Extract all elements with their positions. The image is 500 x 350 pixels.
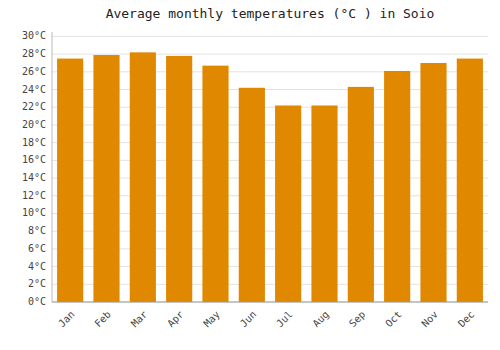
x-tick-label: Mar	[129, 309, 150, 330]
x-tick-label: Aug	[310, 309, 331, 330]
bar	[384, 71, 410, 302]
grid-line	[52, 36, 488, 37]
x-tick-label: Nov	[419, 309, 440, 330]
y-tick-label: 28°C	[22, 48, 46, 59]
y-tick-label: 8°C	[28, 225, 46, 236]
y-tick-label: 26°C	[22, 66, 46, 77]
bar	[202, 66, 228, 302]
page: {"chart_data": {"type": "bar", "title": …	[0, 0, 500, 350]
bar	[275, 105, 301, 302]
title: Average monthly temperatures (°C ) in So…	[106, 6, 435, 21]
grid-line	[52, 302, 488, 303]
y-tick-labels: 0°C 2°C 4°C 6°C 8°C 10°C 12°C 14°C 16°C 18°C 20°C 2…	[22, 30, 46, 307]
y-tick-label: 20°C	[22, 119, 46, 130]
x-tick-label: Apr	[165, 309, 186, 330]
x-axis-line	[52, 302, 488, 303]
bar	[166, 56, 192, 302]
x-tick-label: Sep	[347, 309, 368, 330]
x-tick-label: Jan	[56, 309, 77, 330]
y-tick-label: 14°C	[22, 172, 46, 183]
grid-line	[52, 54, 488, 55]
bar	[457, 59, 483, 302]
x-tick-label: Oct	[383, 309, 404, 330]
x-tick-label: Jun	[238, 309, 259, 330]
chart-container: 0°C 2°C 4°C 6°C 8°C 10°C 12°C 14°C 16°C 18°C 20°C 2…	[0, 0, 500, 350]
y-tick-label: 2°C	[28, 278, 46, 289]
y-tick-label: 12°C	[22, 190, 46, 201]
y-tick-label: 16°C	[22, 154, 46, 165]
bars	[57, 52, 483, 302]
y-tick-label: 10°C	[22, 207, 46, 218]
y-tick-label: 18°C	[22, 137, 46, 148]
y-tick-label: 4°C	[28, 261, 46, 272]
bar	[311, 105, 337, 302]
x-tick-label: May	[201, 309, 222, 330]
y-tick-label: 24°C	[22, 84, 46, 95]
bar	[93, 55, 119, 302]
chart-svg: 0°C 2°C 4°C 6°C 8°C 10°C 12°C 14°C 16°C 18°C 20°C 2…	[0, 0, 500, 350]
y-tick-label: 6°C	[28, 243, 46, 254]
x-tick-labels: Jan Feb Mar Apr May Jun Jul Aug Sep Oct Nov Dec	[56, 309, 476, 330]
bar	[57, 59, 83, 302]
bar	[239, 88, 265, 302]
bar	[420, 63, 446, 302]
bar	[348, 87, 374, 302]
x-tick-label: Feb	[92, 309, 113, 330]
grid	[52, 36, 488, 302]
x-tick-label: Jul	[274, 309, 295, 330]
y-tick-label: 22°C	[22, 101, 46, 112]
bar	[130, 52, 156, 302]
y-axis-line	[52, 32, 53, 302]
x-tick-label: Dec	[456, 309, 477, 330]
y-tick-label: 30°C	[22, 30, 46, 41]
y-tick-label: 0°C	[28, 296, 46, 307]
